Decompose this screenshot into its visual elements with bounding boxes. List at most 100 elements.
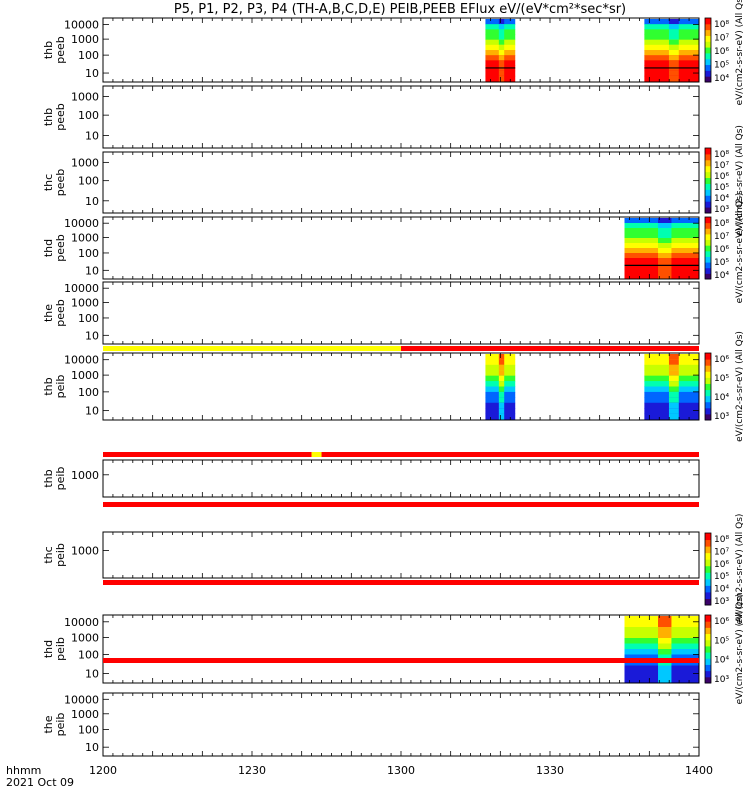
colorbar-tick-label: 10⁵ bbox=[714, 572, 729, 582]
panel-frame bbox=[102, 151, 700, 214]
colorbar-cell bbox=[705, 645, 711, 653]
spectrogram-cell bbox=[658, 228, 672, 234]
flag-bar-3 bbox=[103, 580, 699, 585]
y-tick-label: 1000 bbox=[71, 631, 99, 644]
colorbar-cell bbox=[705, 47, 711, 54]
colorbar-cell bbox=[705, 58, 711, 66]
colorbar-cell bbox=[705, 565, 711, 573]
colorbar-cell bbox=[705, 670, 711, 678]
spectrogram-cell bbox=[498, 413, 505, 420]
colorbar-5: 10⁶ 10⁵ 10⁴ 10³ eV/(cm2-s-sr-eV) (All Qs) bbox=[704, 594, 745, 704]
colorbar-tick-label: 10⁴ bbox=[714, 585, 729, 595]
y-tick-label: 10 bbox=[85, 667, 99, 680]
spectrogram-cell bbox=[498, 39, 505, 46]
colorbar-cell bbox=[705, 195, 711, 202]
colorbar-cell bbox=[705, 585, 711, 593]
spectrogram-cell bbox=[658, 627, 672, 633]
colorbar-cell bbox=[705, 217, 711, 224]
colorbar-cell bbox=[705, 615, 711, 622]
colorbar-cell bbox=[705, 572, 711, 580]
colorbar-tick-label: 10⁶ bbox=[714, 617, 729, 627]
y-tick-label: 100 bbox=[78, 724, 99, 737]
colorbar-cell bbox=[705, 201, 711, 208]
spectrogram-cell bbox=[668, 375, 679, 382]
flag-segment bbox=[103, 658, 699, 663]
colorbar-cell bbox=[705, 633, 711, 641]
spectrogram-cell bbox=[668, 381, 679, 387]
panel-product-label: peib bbox=[54, 375, 67, 399]
colorbar-tick-label: 10⁶ bbox=[714, 560, 729, 570]
colorbar-cell bbox=[705, 371, 711, 378]
y-tick-label: 1000 bbox=[71, 544, 99, 557]
panel-product-label: peeb bbox=[54, 103, 67, 131]
spectrogram-cell bbox=[658, 665, 672, 672]
spectrogram-cell bbox=[668, 397, 679, 404]
colorbar-cell bbox=[705, 245, 711, 252]
colorbar-cell bbox=[705, 70, 711, 77]
colorbar-cell bbox=[705, 598, 711, 606]
spectrogram-cell bbox=[498, 70, 505, 77]
y-tick-label: 10000 bbox=[64, 217, 99, 230]
colorbar-cell bbox=[705, 262, 711, 269]
flag-segment bbox=[311, 452, 322, 457]
colorbar-cell bbox=[705, 233, 711, 241]
panel-frame bbox=[102, 614, 700, 684]
colorbar-cell bbox=[705, 389, 711, 397]
panel-product-label: peib bbox=[54, 467, 67, 491]
spectrogram-cell bbox=[658, 248, 672, 254]
time-axis: hhmm 2021 Oct 09 1200 1230 1300 1330 1400 bbox=[6, 764, 713, 789]
spectrogram-cell bbox=[658, 638, 672, 644]
colorbar-cell bbox=[705, 407, 711, 415]
spectrogram-cell bbox=[668, 408, 679, 415]
spectrogram-cell bbox=[658, 643, 672, 650]
spectrogram-cell bbox=[668, 70, 679, 77]
panel-frame bbox=[102, 216, 700, 280]
colorbar-cell bbox=[705, 353, 711, 360]
colorbar-tick-label: 10⁴ bbox=[714, 656, 729, 666]
chart-title: P5, P1, P2, P3, P4 (TH-A,B,C,D,E) PEIB,P… bbox=[174, 2, 626, 17]
colorbar-cell bbox=[705, 76, 711, 83]
y-tick-label: 10000 bbox=[64, 18, 99, 31]
colorbar-tick-label: 10⁶ bbox=[714, 47, 729, 57]
flag-segment bbox=[401, 346, 699, 351]
y-tick-label: 10000 bbox=[64, 616, 99, 629]
spectrogram-cell bbox=[658, 218, 672, 224]
spectrogram-cell bbox=[498, 44, 505, 51]
colorbar-tick-label: 10⁷ bbox=[714, 547, 729, 557]
panel-thb-peib-6: 1000 thb peib bbox=[42, 459, 700, 498]
spectrogram-cell bbox=[668, 44, 679, 51]
flag-bars bbox=[103, 346, 699, 663]
panel-thc-peib-7: 1000 thc peib bbox=[42, 531, 700, 579]
spectrogram-cell bbox=[668, 24, 679, 30]
spectrogram-cell bbox=[498, 381, 505, 387]
spectrogram-cell bbox=[658, 253, 672, 259]
panel-probe-label: thd bbox=[42, 640, 55, 658]
y-tick-label: 100 bbox=[78, 312, 99, 325]
spectrogram-cell bbox=[658, 258, 672, 264]
colorbar-cell bbox=[705, 267, 711, 274]
panel-product-label: peeb bbox=[54, 299, 67, 327]
y-tick-label: 1000 bbox=[71, 469, 99, 482]
spectrogram-cell bbox=[668, 359, 679, 366]
panel-probe-label: thb bbox=[42, 377, 55, 395]
colorbar-cell bbox=[705, 591, 711, 599]
spectrogram-cell bbox=[668, 354, 679, 360]
panel-frame bbox=[102, 692, 700, 757]
colorbar-cell bbox=[705, 533, 711, 541]
spectrogram-cell bbox=[498, 24, 505, 30]
panel-frame bbox=[102, 531, 700, 579]
colorbar-tick-label: 10⁵ bbox=[714, 258, 729, 268]
spectrogram-cell bbox=[498, 34, 505, 41]
colorbar-cell bbox=[705, 29, 711, 36]
y-tick-label: 1000 bbox=[71, 231, 99, 244]
colorbar-tick-label: 10⁴ bbox=[714, 393, 729, 403]
y-tick-label: 100 bbox=[78, 49, 99, 62]
panel-probe-label: thb bbox=[42, 108, 55, 126]
x-axis-date: 2021 Oct 09 bbox=[6, 776, 74, 789]
spectrogram-cell bbox=[498, 364, 505, 371]
spectrogram-cell bbox=[658, 223, 672, 229]
colorbar-tick-label: 10⁵ bbox=[714, 374, 729, 384]
colorbar-frame bbox=[704, 147, 712, 214]
